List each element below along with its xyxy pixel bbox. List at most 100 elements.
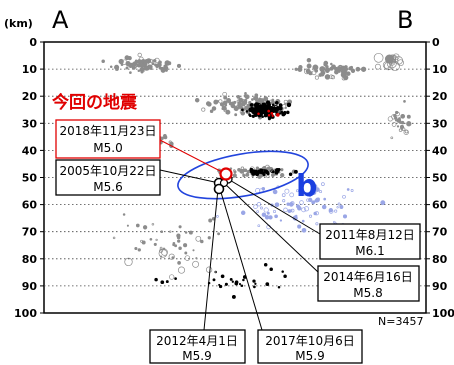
hypocenter-dot [240, 284, 244, 287]
hypocenter-dot [306, 57, 312, 63]
hypocenter-dot [144, 59, 149, 64]
hypocenter-dot [163, 133, 167, 138]
callout-2017-magnitude: M5.9 [295, 349, 324, 363]
hypocenter-dot [160, 280, 165, 285]
hypocenter-dot [125, 66, 129, 70]
tick-label: 100 [432, 307, 454, 320]
hypocenter-dot [248, 107, 253, 113]
hypocenter-dot [101, 59, 105, 64]
hypocenter-dot [380, 200, 386, 206]
hypocenter-dot [391, 122, 397, 127]
hypocenter-dot [360, 66, 367, 72]
hypocenter-dot [263, 108, 268, 113]
hypocenter-dot [195, 257, 198, 260]
hypocenter-dot [143, 66, 149, 71]
hypocenter-dot [161, 136, 165, 139]
hypocenter-dot [286, 102, 292, 108]
region-b-label: b [296, 169, 317, 204]
hypocenter-dot [306, 63, 312, 69]
hypocenter-dot [183, 243, 188, 248]
hypocenter-dot [242, 278, 245, 282]
hypocenter-dot [323, 197, 327, 201]
tick-label: 50 [432, 172, 448, 185]
hypocenter-dot [298, 64, 303, 70]
hypocenter-dot [136, 63, 142, 68]
hypocenter-dot [350, 68, 356, 73]
hypocenter-dot [256, 106, 261, 111]
callout-2018-date: 2018年11月23日 [59, 124, 156, 138]
tick-label: 0 [432, 36, 440, 49]
total-count-label: N=3457 [378, 315, 423, 328]
hypocenter-dot [334, 209, 338, 213]
callout-2011-magnitude: M6.1 [355, 244, 384, 258]
hypocenter-dot [234, 280, 239, 284]
hypocenter-dot [149, 58, 153, 63]
hypocenter-dot [328, 209, 334, 214]
hypocenter-dot [206, 101, 212, 107]
hypocenter-dot [263, 262, 268, 267]
hypocenter-dot [176, 63, 182, 68]
hypocenter-dot [269, 267, 273, 272]
hypocenter-dot [404, 129, 409, 134]
hypocenter-dot [231, 280, 234, 283]
hypocenter-dot [270, 112, 274, 115]
hypocenter-dot [244, 92, 247, 95]
hypocenter-dot [158, 248, 168, 258]
hypocenter-dot [284, 106, 287, 109]
hypocenter-dot [159, 246, 163, 250]
hypocenter-dot [212, 278, 216, 282]
hypocenter-dot [160, 230, 164, 234]
tick-label: 90 [22, 280, 38, 293]
hypocenter-dot [248, 101, 252, 105]
hypocenter-dot [168, 140, 172, 144]
hypocenter-dot [373, 52, 384, 63]
hypocenter-dot [340, 71, 347, 78]
hypocenter-dot [140, 70, 144, 74]
hypocenter-dot [403, 100, 406, 103]
callout-2014: 2014年6月16日 M5.8 [317, 265, 420, 302]
callout-2014-magnitude: M5.8 [353, 286, 382, 300]
hypocenter-dot [253, 285, 256, 289]
hypocenter-dot [188, 230, 193, 235]
tick-label: 80 [432, 253, 448, 266]
hypocenter-dot [321, 182, 325, 186]
hypocenter-dot [245, 110, 249, 113]
hypocenter-dot [260, 206, 263, 210]
hypocenter-dot [240, 106, 244, 109]
tick-label: 40 [432, 144, 448, 157]
hypocenter-dot [237, 101, 241, 106]
hypocenter-dot [346, 188, 350, 191]
hypocenter-dot [272, 209, 277, 214]
hypocenter-dot [290, 208, 295, 213]
hypocenter-dot [281, 193, 286, 197]
hypocenter-dot [231, 294, 236, 299]
hypocenter-dot [330, 62, 333, 66]
hypocenter-dot [326, 69, 330, 73]
hypocenter-dot [287, 209, 292, 213]
callout-2005-magnitude: M5.6 [93, 180, 122, 194]
hypocenter-dot [228, 101, 233, 106]
hypocenter-dot [298, 177, 301, 181]
hypocenter-dot [253, 204, 258, 209]
hypocenter-dot [243, 94, 247, 98]
hypocenter-dot [406, 114, 411, 119]
hypocenter-dot [177, 261, 181, 265]
hypocenter-dot [274, 202, 280, 208]
tick-label: 70 [432, 226, 448, 239]
hypocenter-dot [395, 111, 400, 117]
hypocenter-dot [242, 174, 246, 178]
hypocenter-dot [324, 74, 331, 80]
hypocenter-dot [176, 233, 181, 238]
hypocenter-dot [229, 167, 233, 170]
hypocenter-dot [305, 68, 311, 74]
hypocenter-dot [263, 96, 269, 101]
event-2012-marker [213, 183, 225, 195]
hypocenter-dot [268, 215, 273, 220]
hypocenter-dot [195, 235, 202, 242]
hypocenter-dot [266, 211, 270, 215]
hypocenter-dot [337, 66, 341, 70]
hypocenter-dot [226, 98, 232, 103]
hypocenter-dot [288, 202, 294, 207]
tick-label: 10 [432, 63, 448, 76]
